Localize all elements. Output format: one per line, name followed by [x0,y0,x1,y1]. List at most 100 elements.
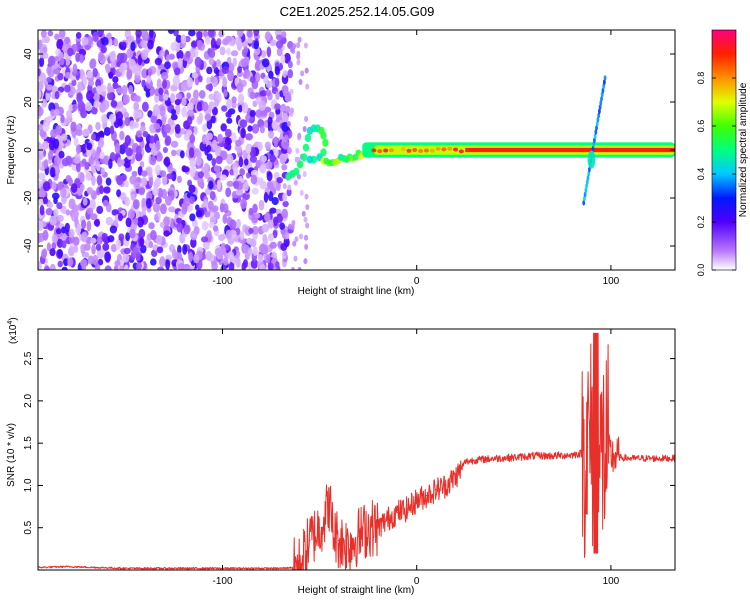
noise-blob [210,37,217,49]
noise-blob [304,115,309,122]
snr-point [460,467,462,470]
noise-blob [51,181,57,191]
noise-blob [67,246,75,257]
noise-blob [251,187,259,195]
noise-blob [127,209,135,220]
noise-blob [59,58,65,66]
noise-blob [259,90,268,97]
noise-blob [106,91,114,101]
noise-blob [114,142,121,154]
noise-blob [211,157,217,167]
noise-blob [136,130,142,138]
snr-point [144,567,146,569]
noise-blob [91,175,96,186]
snr-point [299,564,301,566]
noise-blob [204,113,212,122]
snr-point [594,459,596,461]
noise-blob [90,237,97,244]
noise-blob [158,93,165,102]
noise-blob [250,258,258,269]
carrier-blob [447,146,453,151]
noise-blob [281,139,290,150]
noise-blob [58,51,64,60]
noise-blob [42,121,50,132]
noise-blob [156,78,162,90]
noise-blob [55,228,62,235]
snr-point [324,514,327,516]
snr-point [291,566,294,569]
noise-blob [293,255,298,262]
noise-blob [264,212,271,223]
noise-blob [107,82,112,94]
noise-blob [286,188,292,197]
noise-blob [284,153,289,160]
carrier-blob [429,148,435,153]
noise-blob [57,181,63,191]
snr-point [454,476,457,478]
noise-blob [218,250,224,260]
noise-blob [38,89,42,100]
noise-blob [239,168,246,176]
noise-blob [258,199,265,211]
noise-blob [63,258,69,267]
noise-blob [233,180,240,190]
noise-blob [97,138,105,149]
noise-blob [98,51,104,62]
noise-blob [115,87,124,94]
noise-blob [266,254,271,264]
snr-point [183,567,185,569]
noise-blob [247,125,253,132]
noise-blob [249,109,256,118]
noise-blob [189,49,196,59]
noise-blob [269,154,276,163]
noise-blob [206,66,213,75]
noise-blob [250,174,258,185]
noise-blob [112,82,119,90]
noise-blob [175,34,182,43]
figure-title: C2E1.2025.252.14.05.G09 [280,4,435,19]
noise-blob [245,172,251,179]
noise-blob [100,167,106,175]
noise-blob [239,119,248,129]
noise-blob [177,57,183,68]
noise-blob [170,42,177,52]
noise-blob [150,115,158,124]
noise-blob [81,263,87,270]
snr-point [620,456,622,459]
noise-blob [108,71,114,79]
noise-blob [155,140,161,152]
noise-blob [144,31,149,40]
noise-blob [130,41,136,52]
snr-point [464,461,466,463]
noise-blob [96,174,103,186]
noise-blob [88,79,95,87]
noise-blob [304,243,309,250]
noise-blob [89,199,96,210]
noise-blob [267,116,273,127]
noise-blob [67,47,74,57]
noise-blob [116,52,125,63]
colorbar-frame [711,29,737,271]
noise-blob [155,234,163,246]
noise-blob [263,191,269,203]
noise-blob [175,104,181,115]
snr-point [260,567,262,569]
snr-point [598,467,600,470]
noise-blob [141,170,148,177]
carrier-blob [441,147,447,152]
noise-blob [160,71,169,81]
noise-blob [148,176,154,187]
noise-blob [216,179,222,190]
noise-blob [57,260,63,268]
noise-blob [273,147,279,158]
loop-blob [306,155,314,164]
noise-blob [185,265,191,270]
noise-blob [60,114,65,124]
noise-blob [196,39,204,49]
noise-blob [167,30,175,35]
noise-blob [182,166,190,173]
noise-blob [203,199,209,208]
noise-blob [201,101,209,112]
noise-blob [166,173,174,180]
spectrogram-ytick-label: 20 [23,96,34,108]
